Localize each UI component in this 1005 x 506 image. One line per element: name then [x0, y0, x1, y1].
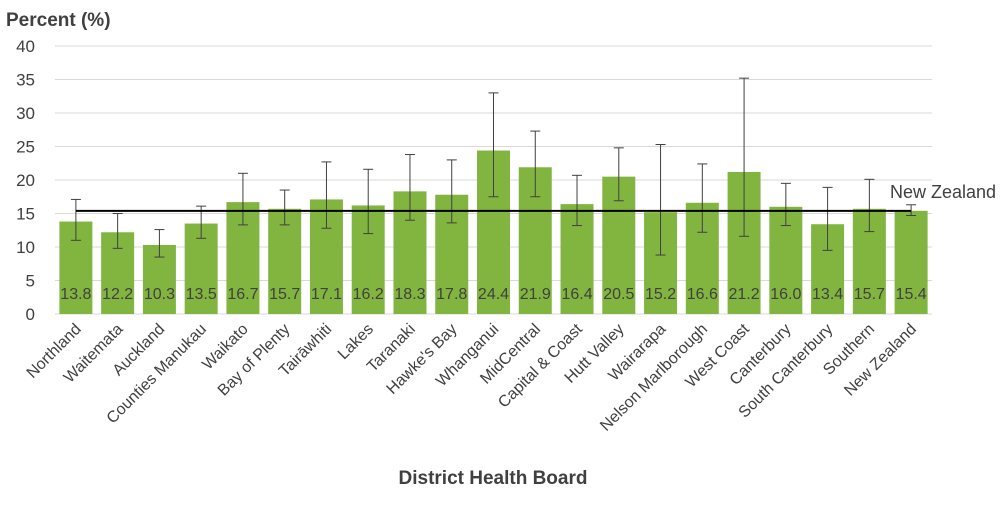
y-tick-label: 15: [16, 205, 35, 224]
bar-value-label: 20.5: [603, 286, 634, 303]
error-bar: [112, 213, 123, 249]
y-tick-label: 40: [16, 37, 35, 56]
error-bar: [697, 163, 708, 233]
error-bar: [404, 154, 415, 221]
y-tick-label: 20: [16, 171, 35, 190]
error-bar: [321, 161, 332, 229]
reference-line-group: New Zealand: [75, 182, 996, 212]
bar-value-label: 16.6: [687, 286, 718, 303]
bar-value-label: 15.4: [896, 286, 927, 303]
bar-value-label: 13.5: [186, 286, 217, 303]
bar-value-label: 18.3: [394, 286, 425, 303]
bar-value-label: 13.8: [60, 286, 91, 303]
error-bar: [154, 229, 165, 258]
error-bar: [530, 130, 541, 198]
y-axis-title: Percent (%): [6, 10, 111, 31]
bar: [268, 208, 302, 314]
y-axis-ticks: 0 5 10 15 20 25 30 35 40: [16, 37, 35, 324]
error-bar: [363, 168, 374, 235]
error-bar: [613, 147, 624, 202]
bar-value-label: 21.9: [520, 286, 551, 303]
y-tick-label: 25: [16, 138, 35, 157]
error-bar: [237, 172, 248, 226]
error-bar: [864, 178, 875, 233]
bar-value-label: 17.8: [436, 286, 467, 303]
error-bar: [488, 92, 499, 198]
error-bar: [70, 198, 81, 241]
bar-value-label: 15.2: [645, 286, 676, 303]
value-labels: 13.8 12.2 10.3 13.5 16.7 15.7 17.1 16.2 18.3 17.8…: [60, 286, 926, 303]
error-bar: [446, 159, 457, 224]
y-tick-label: 5: [26, 272, 35, 291]
bar: [894, 210, 928, 314]
bar-value-label: 16.2: [353, 286, 384, 303]
bar-value-label: 24.4: [478, 286, 509, 303]
bar-value-label: 16.0: [770, 286, 801, 303]
error-bar: [780, 182, 791, 227]
bar-value-label: 15.7: [269, 286, 300, 303]
bars: [59, 150, 928, 314]
bar-value-label: 21.2: [729, 286, 760, 303]
bar-value-label: 17.1: [311, 286, 342, 303]
bar-value-label: 15.7: [854, 286, 885, 303]
bar-value-label: 13.4: [812, 286, 843, 303]
error-bar: [655, 143, 666, 256]
bar-value-label: 10.3: [144, 286, 175, 303]
error-bar: [822, 186, 833, 251]
bar-value-label: 12.2: [102, 286, 133, 303]
y-tick-label: 0: [26, 305, 35, 324]
y-tick-label: 35: [16, 71, 35, 90]
y-tick-label: 30: [16, 104, 35, 123]
bar-value-label: 16.4: [561, 286, 592, 303]
bar-value-label: 16.7: [227, 286, 258, 303]
error-bar: [572, 174, 583, 227]
y-tick-label: 10: [16, 238, 35, 257]
error-bar: [279, 189, 290, 226]
error-bars: [70, 77, 917, 258]
reference-line-label: New Zealand: [890, 182, 996, 202]
x-axis-title: District Health Board: [399, 468, 588, 489]
